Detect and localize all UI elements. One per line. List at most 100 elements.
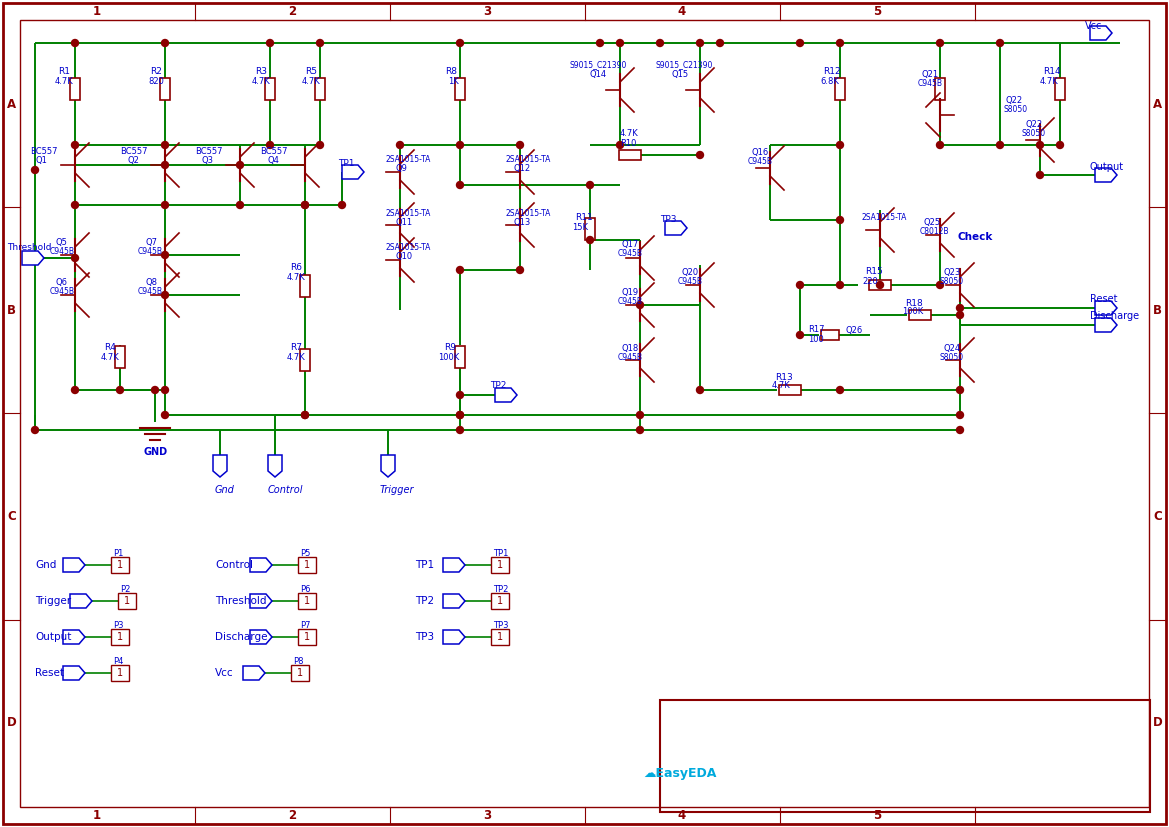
Circle shape — [1037, 141, 1044, 149]
Circle shape — [996, 141, 1003, 149]
Polygon shape — [243, 666, 265, 680]
Text: Q24: Q24 — [943, 343, 960, 352]
Text: 100K: 100K — [438, 352, 459, 361]
Text: 1: 1 — [497, 596, 503, 606]
Text: C945B: C945B — [618, 297, 643, 305]
Text: 1: 1 — [124, 596, 130, 606]
Text: Q22: Q22 — [1025, 121, 1042, 130]
Circle shape — [161, 40, 168, 46]
Text: 1: 1 — [117, 668, 123, 678]
Text: R4: R4 — [104, 343, 116, 352]
Circle shape — [317, 40, 324, 46]
Polygon shape — [443, 558, 465, 572]
Polygon shape — [268, 455, 282, 477]
Circle shape — [161, 386, 168, 394]
Text: 1: 1 — [117, 632, 123, 642]
Text: Company:: Company: — [745, 740, 794, 750]
Text: 220: 220 — [862, 276, 878, 285]
Polygon shape — [1095, 301, 1118, 315]
Circle shape — [161, 291, 168, 299]
Text: R14: R14 — [1043, 68, 1060, 77]
Polygon shape — [1095, 318, 1118, 332]
Text: TP1: TP1 — [338, 159, 354, 168]
Text: Q3: Q3 — [202, 156, 214, 165]
Text: TP3: TP3 — [493, 620, 509, 629]
Circle shape — [457, 40, 463, 46]
Bar — [111, 557, 129, 573]
Bar — [160, 78, 170, 100]
Circle shape — [697, 151, 704, 159]
Circle shape — [161, 141, 168, 149]
Text: TP2: TP2 — [415, 596, 434, 606]
Text: Q12: Q12 — [513, 164, 530, 173]
Circle shape — [1057, 141, 1064, 149]
Text: Control: Control — [215, 560, 253, 570]
Circle shape — [796, 332, 803, 338]
Circle shape — [32, 255, 39, 261]
Polygon shape — [213, 455, 227, 477]
Text: GND: GND — [143, 447, 167, 457]
Text: ☁EasyEDA: ☁EasyEDA — [643, 767, 717, 780]
Text: Q14: Q14 — [590, 69, 607, 79]
Text: Q6: Q6 — [55, 279, 67, 288]
Circle shape — [161, 412, 168, 418]
Text: TP2: TP2 — [490, 381, 506, 390]
Polygon shape — [343, 165, 364, 179]
Text: S8050: S8050 — [940, 278, 964, 286]
Text: 4.7K: 4.7K — [1040, 77, 1059, 85]
Circle shape — [956, 312, 963, 318]
Bar — [491, 629, 509, 645]
Text: 4.7K: 4.7K — [288, 273, 306, 281]
Text: R2: R2 — [150, 68, 161, 77]
Bar — [111, 629, 129, 645]
Text: C945B: C945B — [618, 352, 643, 361]
Polygon shape — [63, 630, 85, 644]
Text: TP3: TP3 — [415, 632, 434, 642]
Text: Output: Output — [1090, 162, 1125, 172]
Text: Your Company: Your Company — [808, 739, 898, 752]
Text: 1.0: 1.0 — [990, 710, 1012, 724]
Text: Q10: Q10 — [395, 252, 413, 261]
Text: TITLE:: TITLE: — [665, 703, 694, 713]
Text: 1: 1 — [304, 632, 310, 642]
Circle shape — [697, 386, 704, 394]
Circle shape — [956, 412, 963, 418]
Text: 1: 1 — [497, 632, 503, 642]
Text: R8: R8 — [445, 68, 457, 77]
Polygon shape — [381, 455, 395, 477]
Circle shape — [697, 40, 704, 46]
Text: 4.7K: 4.7K — [253, 77, 271, 85]
Text: C945B: C945B — [618, 250, 643, 259]
Text: Discharge: Discharge — [1090, 311, 1139, 321]
Polygon shape — [1095, 168, 1118, 182]
Text: P6: P6 — [300, 585, 311, 594]
Text: 4.7K: 4.7K — [302, 77, 320, 85]
Text: C945B: C945B — [748, 157, 773, 166]
Polygon shape — [494, 388, 517, 402]
Text: P5: P5 — [300, 548, 311, 557]
Text: TP3: TP3 — [660, 214, 677, 223]
Circle shape — [161, 161, 168, 169]
Text: R3: R3 — [255, 68, 267, 77]
Bar — [111, 665, 129, 681]
Text: 820: 820 — [148, 77, 164, 85]
Text: TP1: TP1 — [493, 548, 509, 557]
Circle shape — [657, 40, 664, 46]
Circle shape — [996, 40, 1003, 46]
Bar — [298, 557, 316, 573]
Text: Vcc: Vcc — [1085, 21, 1102, 31]
Text: Q9: Q9 — [395, 164, 407, 173]
Text: Control: Control — [268, 485, 304, 495]
Text: 100: 100 — [808, 334, 824, 343]
Circle shape — [837, 141, 844, 149]
Text: R13: R13 — [775, 372, 793, 381]
Text: 1: 1 — [297, 668, 303, 678]
Text: Discharge: Discharge — [215, 632, 268, 642]
Circle shape — [837, 386, 844, 394]
Text: 6.8K: 6.8K — [819, 77, 839, 85]
Circle shape — [71, 40, 78, 46]
Text: S8050: S8050 — [1022, 130, 1046, 138]
Text: B: B — [7, 304, 16, 317]
Text: 4.7K: 4.7K — [288, 352, 306, 361]
Text: Sheet:: Sheet: — [945, 740, 976, 750]
